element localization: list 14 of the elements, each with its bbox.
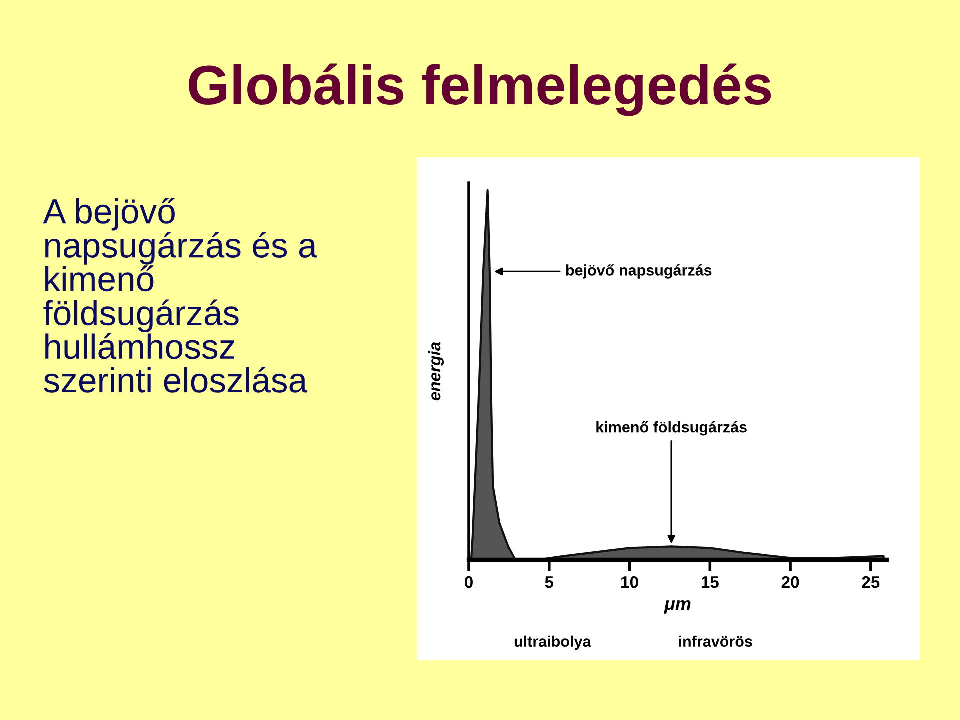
chart-title: Globális felmelegedés [188,64,772,116]
text: infravörös [679,636,752,648]
x-tick-label: 0 [465,576,473,588]
y-axis-title: energia [428,342,444,401]
x-tick-label: 20 [782,576,800,588]
x-tick-label: 10 [622,576,638,588]
x-tick-label: 25 [862,576,880,588]
annotation: kimenő földsugárzás [596,421,747,436]
x-axis-title: μm [664,600,691,614]
x-tick-label: 15 [702,576,719,588]
annotation: bejövő napsugárzás [566,264,712,279]
x-tick-label: 5 [545,576,554,588]
text: ultraibolya [514,636,592,650]
text: A bejövő napsugárzás és a kimenő földsugárzás hullámhossz szerinti eloszlása [43,198,318,393]
